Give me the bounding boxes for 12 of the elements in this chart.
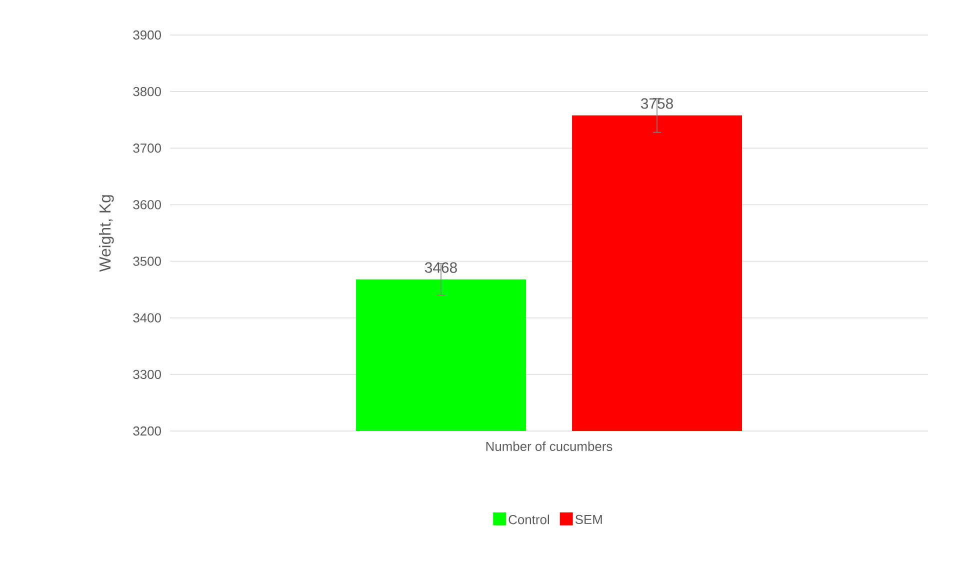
legend-label: Control <box>508 514 549 524</box>
y-axis-title: Weight, Kg <box>98 195 114 272</box>
y-tick-label: 3200 <box>133 426 161 436</box>
y-tick-label: 3400 <box>133 313 161 322</box>
y-tick-label: 3900 <box>133 30 161 40</box>
y-tick-label: 3600 <box>133 200 161 210</box>
y-tick-label: 3700 <box>133 144 161 153</box>
y-tick-label: 3300 <box>133 370 161 379</box>
y-tick-label: 3800 <box>133 86 161 96</box>
legend-label: SEM <box>575 514 602 524</box>
y-tick-label: 3500 <box>133 256 161 266</box>
x-tick-label: Number of cucumbers <box>486 441 612 452</box>
